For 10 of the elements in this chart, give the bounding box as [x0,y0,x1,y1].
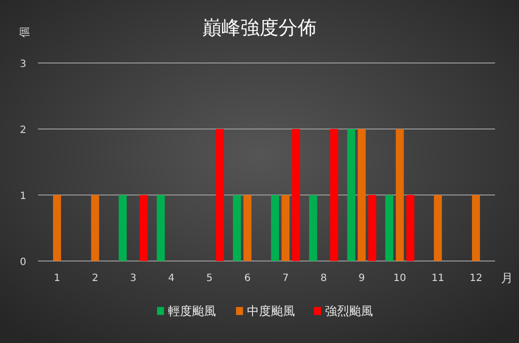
x-axis-title: 月 [501,271,513,285]
y-tick-label: 2 [20,125,26,136]
chart-title: 巔峰強度分佈 [202,17,316,39]
legend-label: 強烈颱風 [325,304,373,318]
y-tick-label: 0 [20,257,26,268]
y-axis-title: 個 [18,26,31,38]
legend-label: 輕度颱風 [168,304,216,318]
legend-label: 中度颱風 [247,304,295,318]
y-tick-label: 1 [20,191,26,202]
y-tick-label: 3 [20,59,26,70]
